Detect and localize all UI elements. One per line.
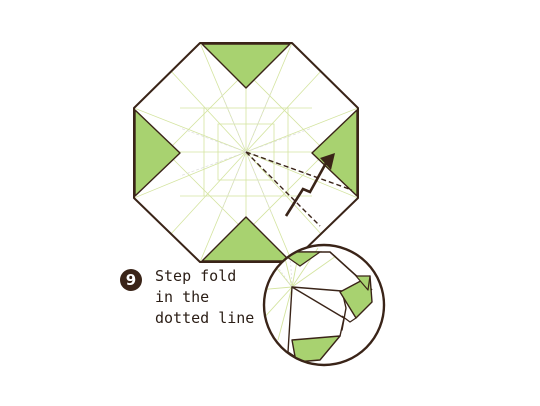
magnifier-circle <box>262 243 386 367</box>
step-number-badge: 9 <box>120 269 142 291</box>
step-caption: Step fold in the dotted line <box>155 266 254 329</box>
dotted-fold-line <box>245 151 321 227</box>
octagon-model <box>133 42 359 263</box>
dotted-fold-line <box>245 151 353 191</box>
caption-line-3: dotted line <box>155 309 255 327</box>
caption-line-1: Step fold <box>155 267 237 285</box>
step-fold-arrow-icon <box>284 153 335 217</box>
caption-line-2: in the <box>155 288 210 306</box>
